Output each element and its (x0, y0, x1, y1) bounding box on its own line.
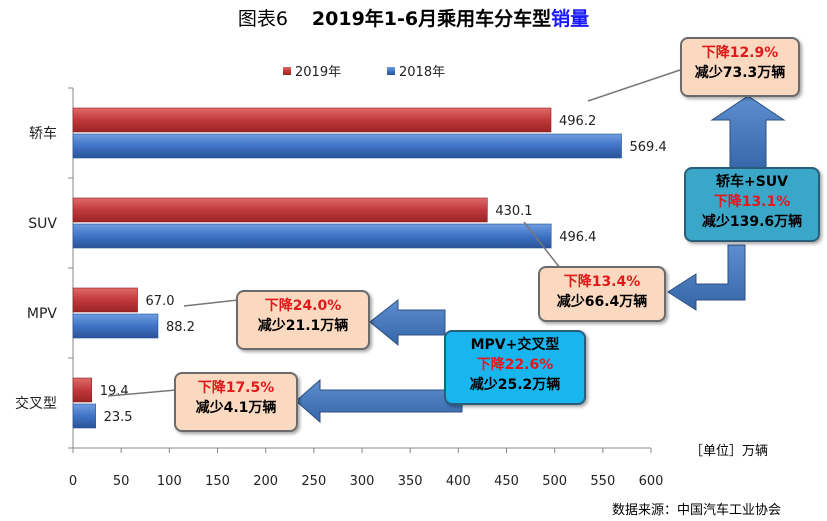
callout-pointer (107, 389, 177, 397)
callout-pointer (183, 299, 239, 307)
legend-swatch (283, 67, 291, 75)
category-label: MPV (27, 306, 58, 322)
callout-group: MPV+交叉型 (470, 337, 560, 353)
arrow-left-icon (667, 244, 746, 311)
callout-reduction: 减少66.4万辆 (556, 294, 648, 310)
callout-reduction: 减少139.6万辆 (701, 214, 803, 230)
legend-label: 2019年 (295, 65, 341, 80)
x-tick-label: 50 (113, 474, 130, 489)
callout-reduction: 减少4.1万辆 (195, 400, 277, 416)
callout-mpv-cross: MPV+交叉型 下降22.6% 减少25.2万辆 (444, 330, 586, 405)
legend-label: 2018年 (399, 65, 445, 80)
x-tick-label: 450 (494, 474, 519, 489)
chart-title: 图表6 2019年1-6月乘用车分车型销量 (0, 4, 827, 31)
bar-2018 (72, 223, 552, 249)
data-label: 496.4 (559, 230, 596, 245)
bar-2018 (72, 133, 622, 159)
arrow-up-icon (710, 95, 786, 173)
callout-mpv: 下降24.0% 减少21.1万辆 (236, 290, 370, 350)
x-tick-label: 550 (590, 474, 615, 489)
bar-2019 (72, 287, 138, 313)
arrow-left-icon (295, 378, 463, 424)
bar-2019 (72, 107, 552, 133)
callout-decline: 下降13.1% (713, 194, 791, 210)
title-main: 2019年1-6月乘用车分车型 (311, 8, 552, 30)
callout-reduction: 减少73.3万辆 (694, 65, 786, 81)
callout-decline: 下降12.9% (701, 45, 779, 61)
title-highlight: 销量 (551, 8, 590, 30)
callout-decline: 下降17.5% (197, 380, 275, 396)
unit-label: ［单位］万辆 (690, 444, 769, 459)
callout-sedan-suv: 轿车+SUV 下降13.1% 减少139.6万辆 (684, 167, 820, 242)
callout-decline: 下降22.6% (476, 357, 554, 373)
data-label: 569.4 (630, 140, 667, 155)
callout-reduction: 减少21.1万辆 (257, 318, 349, 334)
callout-pointer (587, 69, 681, 102)
data-label: 430.1 (495, 204, 532, 219)
data-label: 19.4 (100, 384, 129, 399)
x-tick-label: 500 (542, 474, 567, 489)
bar-2019 (72, 377, 92, 403)
bar-2018 (72, 403, 96, 429)
x-tick-label: 250 (301, 474, 326, 489)
x-tick-label: 100 (157, 474, 182, 489)
callout-decline: 下降24.0% (264, 298, 342, 314)
bar-2018 (72, 313, 159, 339)
bar-2019 (72, 197, 488, 223)
x-tick-label: 150 (205, 474, 230, 489)
x-tick-label: 200 (253, 474, 278, 489)
callout-decline: 下降13.4% (563, 274, 641, 290)
category-label: 交叉型 (15, 395, 57, 412)
source-note: 数据来源：中国汽车工业协会 (612, 503, 782, 518)
x-tick-label: 0 (69, 474, 77, 489)
x-tick-label: 600 (639, 474, 664, 489)
callout-reduction: 减少25.2万辆 (469, 377, 561, 393)
data-label: 88.2 (166, 320, 195, 335)
data-label: 23.5 (104, 410, 133, 425)
callout-sedan: 下降12.9% 减少73.3万辆 (680, 37, 800, 97)
callout-cross: 下降17.5% 减少4.1万辆 (174, 372, 298, 432)
arrow-left-icon (369, 298, 446, 347)
x-tick-label: 300 (350, 474, 375, 489)
category-label: 轿车 (29, 125, 57, 142)
category-label: SUV (28, 216, 57, 232)
data-label: 67.0 (146, 294, 175, 309)
callout-group: 轿车+SUV (715, 174, 789, 190)
callout-suv: 下降13.4% 减少66.4万辆 (538, 266, 666, 322)
callout-pointer (523, 221, 561, 269)
arrows (295, 95, 786, 424)
legend-swatch (387, 67, 395, 75)
x-tick-label: 350 (398, 474, 423, 489)
x-tick-label: 400 (446, 474, 471, 489)
data-label: 496.2 (559, 114, 596, 129)
figure-label: 图表6 (237, 8, 288, 30)
